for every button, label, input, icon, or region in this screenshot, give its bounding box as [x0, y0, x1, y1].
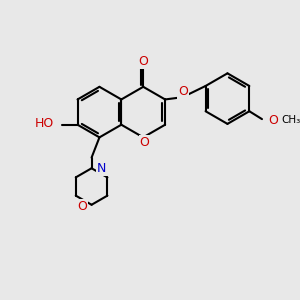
Text: O: O: [138, 55, 148, 68]
Text: HO: HO: [35, 117, 54, 130]
Text: N: N: [97, 162, 106, 175]
Text: O: O: [140, 136, 150, 149]
Text: CH₃: CH₃: [282, 115, 300, 125]
Text: O: O: [77, 200, 87, 213]
Text: O: O: [178, 85, 188, 98]
Text: O: O: [268, 114, 278, 127]
